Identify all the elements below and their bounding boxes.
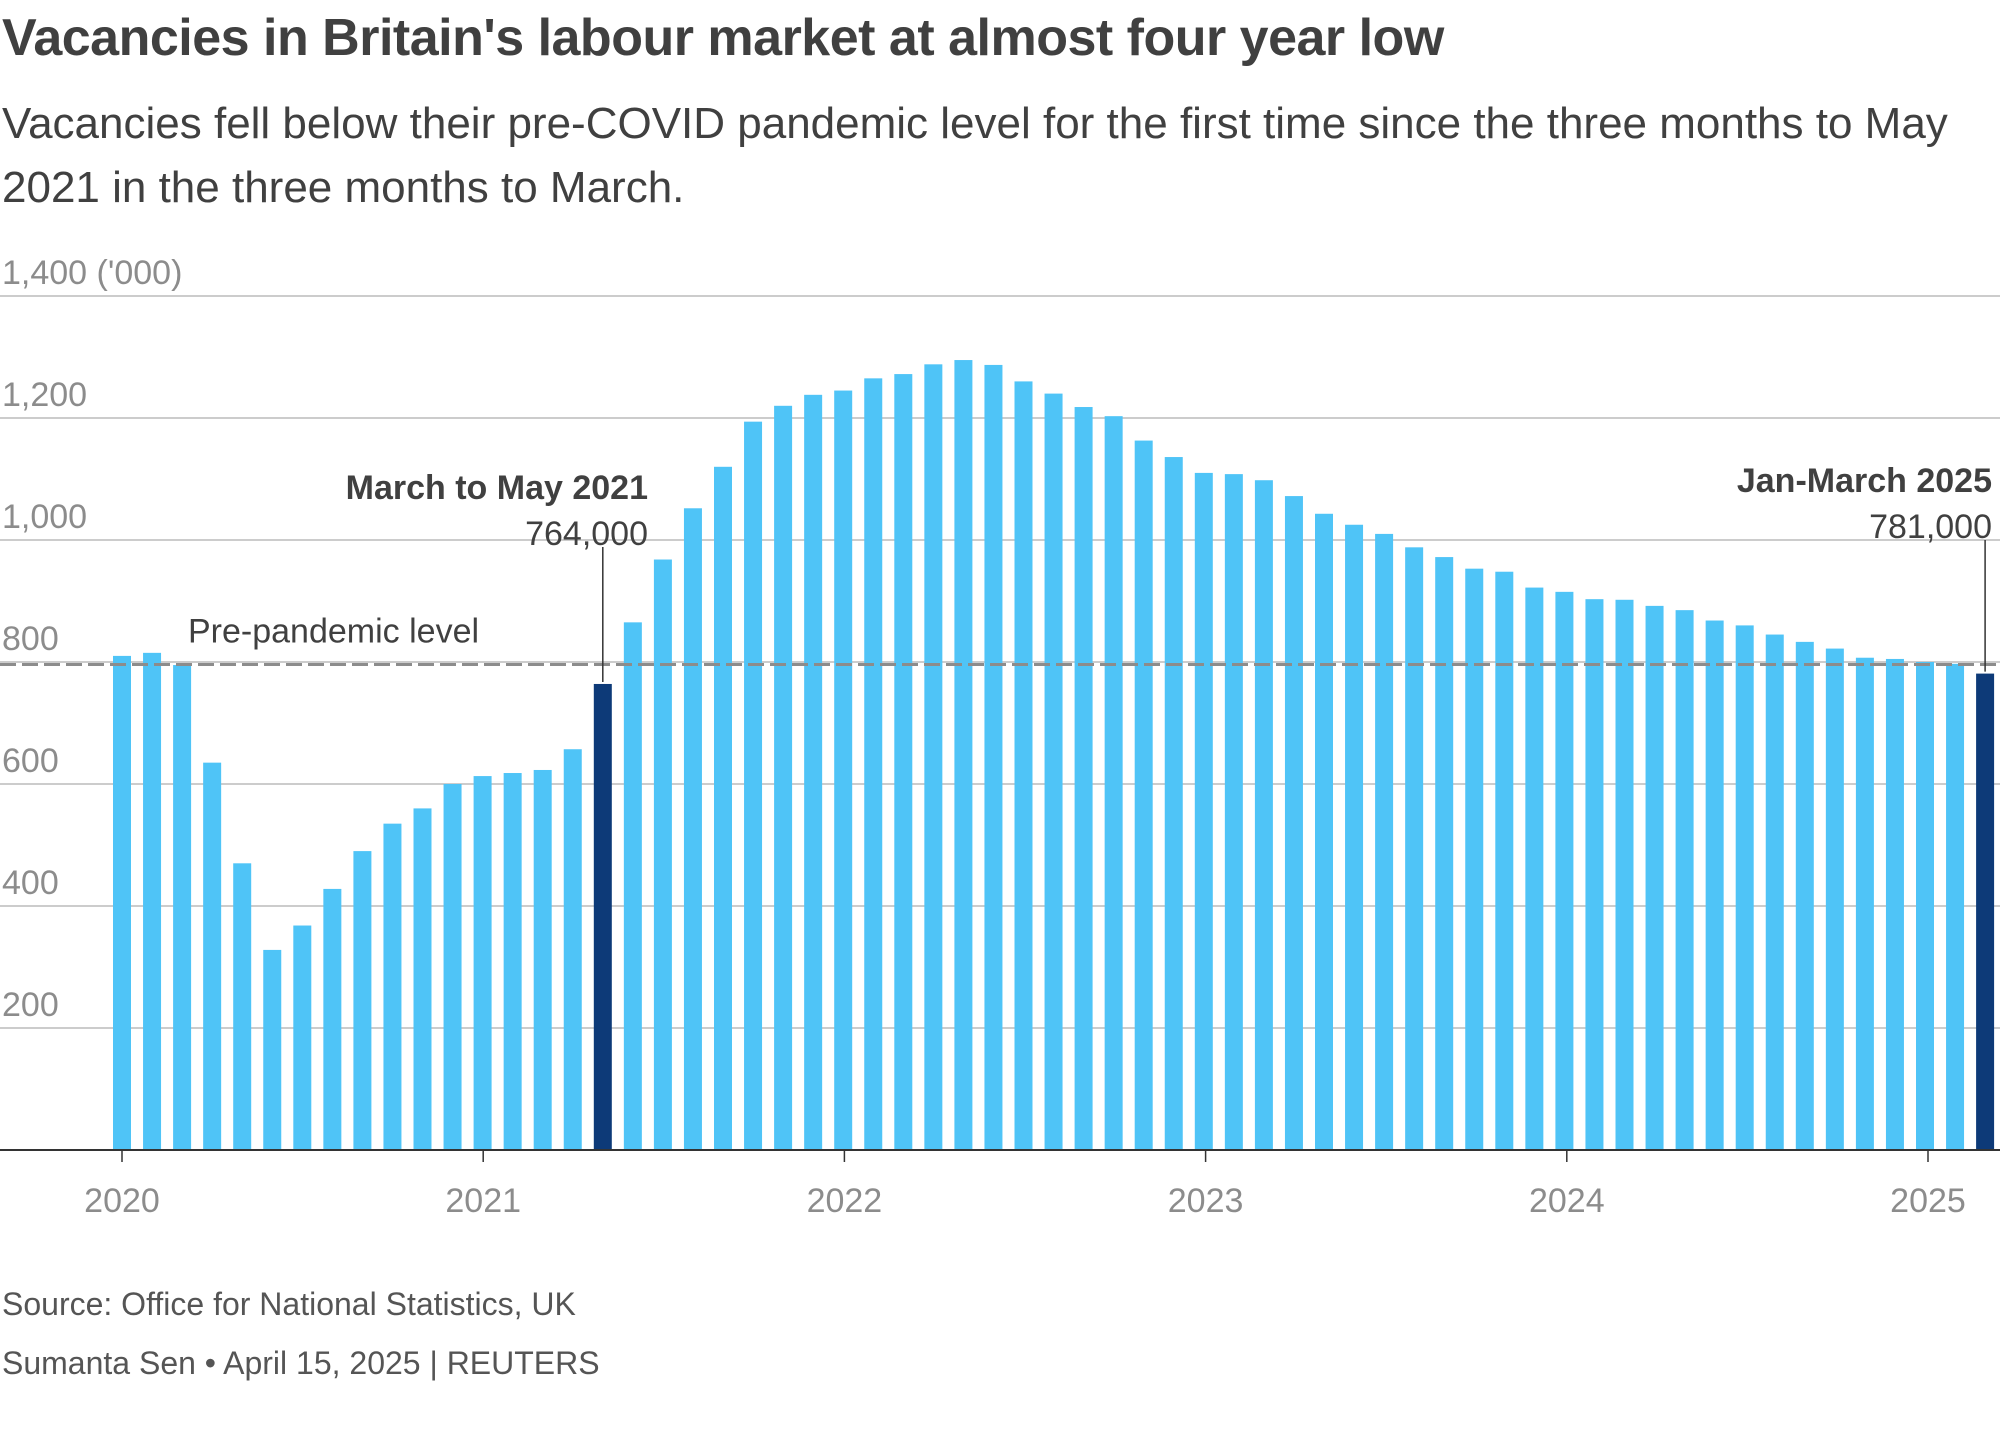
bar-0 <box>113 655 131 1150</box>
bar-17 <box>623 622 642 1150</box>
bar-37 <box>1224 474 1243 1150</box>
bar-29 <box>984 364 1003 1150</box>
bar-16 <box>593 683 612 1150</box>
bar-4 <box>233 863 252 1150</box>
bar-34 <box>1134 440 1153 1150</box>
bar-14 <box>533 769 552 1150</box>
bar-31 <box>1044 393 1063 1151</box>
bar-57 <box>1825 648 1844 1150</box>
bar-55 <box>1765 634 1784 1150</box>
source-note: Source: Office for National Statistics, … <box>2 1286 576 1322</box>
vacancies-bar-chart: 200 400 600 800 1,000 1,200 1,400 ('000) Pre-p… <box>0 254 2000 1220</box>
bar-3 <box>203 762 222 1150</box>
y-tick-label-400: 400 <box>2 864 59 902</box>
bars-layer <box>113 360 1995 1151</box>
bar-2 <box>173 665 192 1150</box>
bar-47 <box>1525 587 1544 1150</box>
bar-28 <box>954 360 973 1150</box>
x-tick-label-2020: 2020 <box>84 1182 160 1220</box>
bar-6 <box>293 925 312 1150</box>
bar-41 <box>1345 524 1364 1150</box>
bar-21 <box>744 421 763 1150</box>
bar-22 <box>774 405 793 1150</box>
bar-20 <box>714 466 732 1150</box>
annotation-value-62: 781,000 <box>1869 508 1992 546</box>
bar-26 <box>894 374 913 1150</box>
bar-9 <box>383 823 402 1150</box>
x-tick-label-2021: 2021 <box>445 1182 521 1220</box>
bar-39 <box>1284 496 1303 1151</box>
y-tick-label-1000: 1,000 <box>2 498 87 536</box>
bar-25 <box>864 378 883 1151</box>
chart-title: Vacancies in Britain's labour market at … <box>2 9 1444 67</box>
bar-52 <box>1675 610 1694 1150</box>
bar-27 <box>924 364 943 1150</box>
x-tick-label-2023: 2023 <box>1168 1182 1244 1220</box>
bar-60 <box>1916 662 1934 1150</box>
chart-subtitle: Vacancies fell below their pre-COVID pan… <box>2 99 1948 212</box>
bar-48 <box>1555 591 1574 1150</box>
bar-24 <box>834 390 853 1150</box>
x-tick-label-2024: 2024 <box>1529 1182 1605 1220</box>
pre-pandemic-label: Pre-pandemic level <box>188 612 479 650</box>
bar-53 <box>1705 620 1724 1150</box>
bar-44 <box>1435 557 1454 1150</box>
bar-58 <box>1855 657 1874 1150</box>
y-tick-label-600: 600 <box>2 742 59 780</box>
bar-62 <box>1976 673 1995 1150</box>
bar-8 <box>353 851 372 1150</box>
axis-layer: 2020 2021 2022 2023 2024 2025 <box>0 1149 2000 1220</box>
bar-56 <box>1795 641 1814 1150</box>
byline: Sumanta Sen • April 15, 2025 | REUTERS <box>2 1345 600 1381</box>
bar-7 <box>323 888 342 1150</box>
bar-32 <box>1074 407 1093 1150</box>
y-tick-label-1200: 1,200 <box>2 376 87 414</box>
bar-19 <box>683 508 702 1150</box>
bar-51 <box>1645 605 1664 1150</box>
bar-38 <box>1254 480 1273 1151</box>
bar-1 <box>143 652 162 1150</box>
reference-layer: Pre-pandemic level <box>0 612 2000 666</box>
x-tick-label-2022: 2022 <box>807 1182 883 1220</box>
bar-36 <box>1194 472 1213 1150</box>
bar-15 <box>563 749 582 1150</box>
bar-10 <box>413 808 432 1150</box>
bar-54 <box>1735 625 1754 1150</box>
bar-12 <box>473 776 492 1150</box>
annotation-label-16: March to May 2021 <box>346 469 648 507</box>
bar-11 <box>443 784 462 1150</box>
annotation-label-62: Jan-March 2025 <box>1737 462 1992 500</box>
y-tick-label-200: 200 <box>2 986 59 1024</box>
bar-13 <box>503 773 522 1150</box>
bar-35 <box>1164 457 1183 1150</box>
bar-45 <box>1465 568 1484 1150</box>
bar-23 <box>804 394 823 1150</box>
annotation-layer: March to May 2021 764,000 Jan-March 2025 78… <box>346 462 1992 682</box>
bar-43 <box>1405 547 1424 1150</box>
bar-18 <box>653 559 672 1150</box>
bar-59 <box>1885 658 1904 1150</box>
bar-40 <box>1315 513 1333 1150</box>
annotation-value-16: 764,000 <box>525 515 648 553</box>
y-tick-label-1400: 1,400 ('000) <box>2 254 182 292</box>
bar-5 <box>263 949 282 1150</box>
bar-42 <box>1375 533 1394 1150</box>
y-tick-label-800: 800 <box>2 620 59 658</box>
bar-33 <box>1104 416 1123 1150</box>
bar-49 <box>1585 599 1604 1150</box>
bar-30 <box>1014 381 1033 1150</box>
bar-46 <box>1495 571 1514 1150</box>
bar-50 <box>1615 599 1634 1150</box>
x-tick-label-2025: 2025 <box>1890 1182 1966 1220</box>
bar-61 <box>1946 663 1965 1150</box>
